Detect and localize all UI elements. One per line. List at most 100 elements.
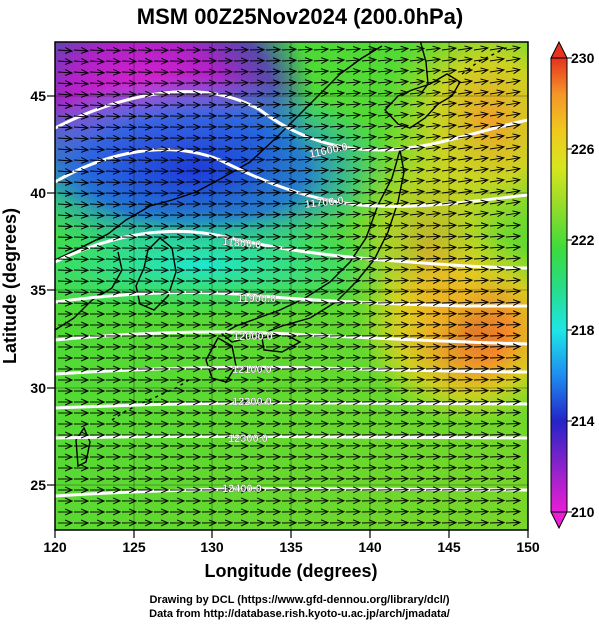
wind-arrow — [409, 81, 424, 83]
wind-arrow — [377, 203, 392, 204]
wind-arrow — [265, 72, 280, 73]
wind-arrow — [409, 180, 424, 182]
wind-arrow — [409, 213, 424, 215]
wind-arrow — [265, 160, 280, 161]
wind-arrow — [425, 191, 440, 193]
wind-arrow — [57, 292, 72, 293]
wind-arrow — [105, 105, 120, 106]
wind-arrow — [473, 92, 488, 94]
wind-arrow — [489, 325, 504, 326]
wind-arrow — [105, 193, 120, 194]
wind-arrow — [505, 236, 520, 237]
wind-arrow — [425, 147, 440, 149]
wind-arrow — [89, 72, 104, 73]
wind-arrow — [489, 391, 504, 392]
wind-arrow — [329, 181, 344, 182]
wind-arrow — [393, 148, 408, 150]
wind-arrow — [393, 93, 408, 95]
wind-arrow — [57, 61, 72, 62]
wind-arrow — [393, 302, 408, 303]
wind-arrow — [105, 83, 120, 84]
wind-arrow — [457, 202, 472, 204]
wind-arrow — [489, 336, 504, 337]
contour-12300 — [55, 434, 528, 440]
wind-arrow — [281, 203, 296, 204]
wind-arrow — [425, 269, 440, 270]
wind-arrow — [393, 291, 408, 292]
wind-arrow — [505, 147, 520, 149]
wind-arrow — [425, 236, 440, 237]
wind-arrow — [457, 147, 472, 149]
wind-arrow — [457, 258, 472, 259]
wind-arrow — [265, 83, 280, 84]
wind-arrow — [441, 280, 456, 281]
wind-arrow — [329, 126, 344, 127]
wind-arrow — [281, 137, 296, 138]
wind-arrow — [505, 391, 520, 392]
wind-arrow — [329, 137, 344, 138]
wind-arrow — [457, 213, 472, 215]
wind-arrow — [505, 114, 520, 116]
wind-arrow — [505, 48, 520, 50]
wind-arrow — [409, 258, 424, 259]
x-axis — [54, 530, 529, 538]
wind-arrow — [313, 148, 328, 149]
wind-arrow — [505, 70, 520, 72]
wind-arrow — [473, 291, 488, 292]
wind-arrow — [57, 259, 72, 260]
contour-label-11700: 11700.0 — [304, 195, 344, 211]
wind-arrow — [377, 170, 392, 171]
wind-arrow — [489, 479, 504, 480]
wind-arrow — [105, 50, 120, 51]
contour-label-12000: 12000.0 — [233, 331, 273, 343]
wind-arrow — [297, 60, 312, 61]
wind-arrow — [505, 258, 520, 259]
wind-arrow — [441, 125, 456, 127]
wind-arrow — [441, 269, 456, 270]
wind-arrow — [393, 181, 408, 183]
wind-arrow — [329, 192, 344, 193]
wind-arrow — [505, 424, 520, 425]
wind-arrow — [281, 214, 296, 215]
wind-arrow — [505, 269, 520, 270]
wind-arrow — [457, 158, 472, 160]
wind-arrow — [425, 247, 440, 248]
wind-arrow — [425, 291, 440, 292]
wind-arrow — [473, 59, 488, 61]
x-axis-label: Longitude (degrees) — [204, 561, 377, 581]
wind-arrow — [73, 193, 88, 194]
wind-arrow — [377, 237, 392, 238]
wind-arrow — [377, 60, 392, 61]
wind-arrow — [409, 103, 424, 105]
wind-arrow — [297, 192, 312, 193]
wind-arrow — [313, 93, 328, 94]
wind-arrow — [409, 291, 424, 292]
wind-arrow — [297, 148, 312, 149]
wind-arrow — [505, 125, 520, 127]
wind-arrow — [505, 468, 520, 469]
wind-arrow — [473, 81, 488, 83]
wind-arrow — [361, 71, 376, 72]
wind-arrow — [281, 192, 296, 193]
wind-arrow — [73, 83, 88, 84]
credit-drawing: Drawing by DCL (https://www.gfd-dennou.o… — [149, 594, 450, 606]
wind-arrow — [473, 169, 488, 171]
x-tick-label: 135 — [279, 539, 303, 555]
wind-arrow — [265, 182, 280, 183]
wind-arrow — [329, 93, 344, 94]
wind-arrow — [121, 149, 136, 150]
wind-arrow — [457, 48, 472, 50]
wind-arrow — [345, 214, 360, 215]
wind-arrow — [409, 114, 424, 116]
wind-arrow — [505, 358, 520, 359]
wind-arrow — [505, 501, 520, 502]
wind-arrow — [425, 280, 440, 281]
wind-arrow — [505, 457, 520, 458]
wind-arrow — [489, 92, 504, 94]
map-plot-area: 11600.0 11700.0 11800.0 11900.0 12000.0 … — [55, 42, 528, 530]
wind-arrow — [457, 125, 472, 127]
wind-arrow — [57, 248, 72, 249]
wind-arrow — [425, 169, 440, 171]
wind-arrow — [393, 104, 408, 106]
x-tick-label: 130 — [200, 539, 224, 555]
